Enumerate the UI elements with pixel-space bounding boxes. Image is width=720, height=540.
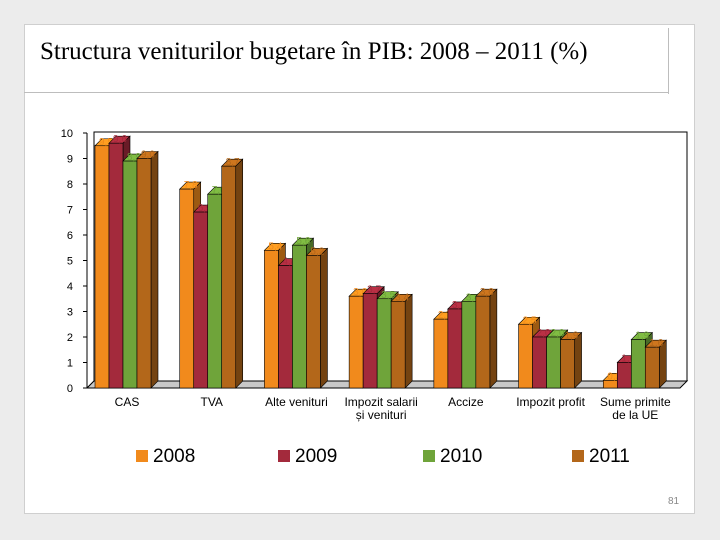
bar-side-face: [404, 293, 413, 389]
category-label: de la UE: [612, 408, 658, 422]
legend-swatch-2011: [572, 450, 584, 462]
y-tick-label: 0: [67, 383, 73, 395]
bar: [278, 265, 293, 389]
data-label: 3,7: [367, 285, 381, 296]
category-label: și venituri: [356, 408, 407, 422]
data-label: 2,0: [537, 328, 551, 339]
category-label: Impozit profit: [516, 395, 585, 409]
category-label: Impozit salarii: [344, 395, 417, 409]
bar: [362, 293, 378, 389]
y-tick-label: 10: [61, 128, 73, 140]
data-label: 3,1: [452, 300, 466, 311]
legend-label-2009: 2009: [295, 446, 338, 467]
bar: [264, 250, 279, 389]
data-label: 1,9: [635, 331, 649, 342]
category-label: Sume primite: [600, 395, 671, 409]
bar: [207, 193, 223, 389]
bar: [108, 142, 124, 389]
bar: [390, 300, 406, 389]
bar: [292, 244, 307, 389]
data-label: 7,8: [184, 180, 198, 191]
bar-side-face: [489, 288, 498, 389]
bar: [348, 295, 364, 389]
bar: [179, 188, 195, 389]
title-border-right: [668, 28, 669, 94]
category-label: CAS: [115, 395, 140, 409]
y-tick-label: 9: [67, 154, 73, 166]
title-divider: [24, 92, 669, 93]
data-label: 5,2: [310, 246, 324, 257]
data-label: 3,6: [353, 287, 367, 298]
bar: [447, 308, 463, 389]
data-label: 0,3: [607, 371, 621, 382]
data-label: 1,6: [649, 338, 663, 349]
page-number: 81: [668, 496, 680, 507]
bar: [630, 339, 646, 389]
y-tick-label: 6: [67, 230, 73, 242]
data-label: 8,7: [226, 157, 240, 168]
data-label: 4,8: [282, 257, 296, 268]
bar: [433, 318, 449, 389]
y-tick-label: 2: [67, 332, 73, 344]
bar: [532, 336, 547, 389]
legend-label-2011: 2011: [589, 446, 630, 467]
data-label: 9,6: [113, 134, 127, 145]
bar: [560, 339, 575, 389]
data-label: 3,4: [466, 292, 480, 303]
data-label: 2,0: [551, 328, 565, 339]
bar-side-face: [235, 158, 244, 389]
data-label: 2,5: [523, 315, 537, 326]
legend-swatch-2009: [278, 450, 290, 462]
bar: [461, 300, 477, 389]
bar: [616, 362, 632, 389]
data-label: 6,9: [198, 203, 212, 214]
legend-swatch-2010: [423, 450, 435, 462]
legend-label-2010: 2010: [440, 446, 483, 467]
bar: [193, 211, 209, 389]
y-tick-label: 7: [67, 205, 73, 217]
bar: [136, 158, 152, 389]
data-label: 2,7: [438, 310, 452, 321]
data-label: 5,4: [268, 241, 282, 252]
bar: [122, 160, 138, 389]
data-label: 3,5: [381, 290, 395, 301]
y-tick-label: 1: [67, 358, 73, 370]
category-label: Accize: [448, 395, 484, 409]
bar: [475, 295, 491, 389]
data-label: 3,4: [395, 292, 409, 303]
slide-title: Structura veniturilor bugetare în PIB: 2…: [40, 38, 588, 65]
category-label: Alte venituri: [265, 395, 328, 409]
bar: [376, 298, 392, 389]
category-label: TVA: [200, 395, 222, 409]
bar: [221, 165, 237, 389]
bar-side-face: [150, 150, 159, 389]
data-label: 7,6: [212, 185, 226, 196]
data-label: 3,6: [480, 287, 494, 298]
bar: [306, 255, 321, 389]
data-label: 8,9: [127, 152, 141, 163]
legend-label-2008: 2008: [153, 446, 196, 467]
data-label: 1,9: [565, 331, 579, 342]
legend-swatch-2008: [136, 450, 148, 462]
bar: [644, 346, 660, 389]
y-tick-label: 4: [67, 281, 73, 293]
bar: [94, 145, 110, 389]
data-label: 1,0: [621, 354, 635, 365]
data-label: 9,5: [99, 137, 113, 148]
bar-side-face: [320, 247, 328, 389]
data-label: 5,6: [296, 236, 310, 247]
y-tick-label: 8: [67, 179, 73, 191]
y-tick-label: 3: [67, 307, 73, 319]
bar: [518, 323, 533, 389]
bar: [546, 336, 561, 389]
y-tick-label: 5: [67, 256, 73, 268]
data-label: 9,0: [141, 150, 155, 161]
